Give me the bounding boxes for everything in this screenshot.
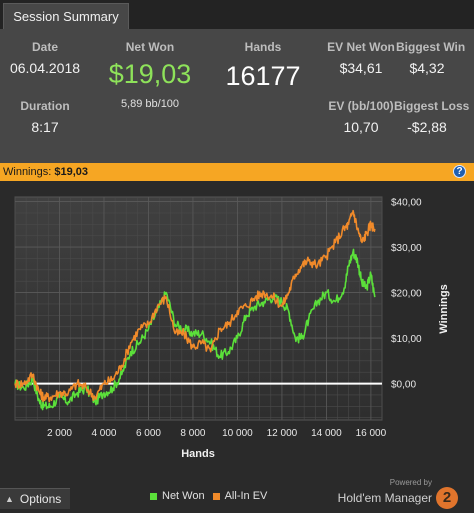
plot-area (14, 196, 383, 421)
duration-label: Duration (20, 99, 70, 113)
winnings-label: Winnings: (3, 166, 52, 178)
duration-value: 8:17 (31, 119, 59, 135)
winnings-chart-panel: $0,00 $10,00 $20,00 $30,00 $40,00 2 000 4 000… (0, 181, 474, 484)
date-value: 06.04.2018 (9, 60, 81, 76)
ev-net-won-label: EV Net Won (327, 40, 395, 54)
hands-value: 16177 (225, 61, 301, 91)
date-label: Date (31, 40, 58, 54)
brand-block: Powered by Hold'em Manager 2 (338, 478, 458, 509)
y-tick-label: $40,00 (391, 198, 422, 209)
series-line-net-won (14, 248, 376, 411)
ev-bb-value: 10,70 (343, 119, 379, 135)
options-button[interactable]: ▲ Options (0, 488, 70, 509)
y-tick-label: $10,00 (391, 334, 422, 345)
x-axis-ticks: 2 000 4 000 6 000 8 000 10 000 12 000 14 000 16… (47, 428, 387, 439)
hands-label: Hands (244, 40, 282, 54)
chevron-up-icon: ▲ (5, 494, 14, 504)
tab-bar: Session Summary (0, 0, 474, 30)
bb-per-100: 5,89 bb/100 (120, 98, 180, 110)
x-tick-label: 6 000 (136, 428, 161, 439)
x-tick-label: 8 000 (180, 428, 205, 439)
net-won-label: Net Won (125, 40, 175, 54)
winnings-value: $19,03 (54, 166, 89, 178)
y-tick-label: $30,00 (391, 243, 422, 254)
series-line-all-in-ev (14, 209, 376, 403)
x-tick-label: 2 000 (47, 428, 72, 439)
legend-item-all-in-ev: All-In EV (212, 490, 268, 502)
x-tick-label: 10 000 (222, 428, 253, 439)
y-axis-label: Winnings (438, 284, 450, 333)
winnings-chart: $0,00 $10,00 $20,00 $30,00 $40,00 2 000 4 000… (14, 196, 450, 460)
session-summary-panel: Date 06.04.2018 Duration 8:17 Net Won $1… (0, 29, 474, 163)
x-axis-label: Hands (181, 448, 215, 460)
powered-by-text: Powered by (389, 478, 432, 487)
legend-item-net-won: Net Won (150, 490, 205, 502)
tab-session-summary[interactable]: Session Summary (3, 3, 129, 29)
hm-logo-icon: 2 (436, 487, 458, 509)
net-won-swatch (150, 492, 157, 500)
x-tick-label: 4 000 (91, 428, 116, 439)
chart-legend: Net Won All-In EV (150, 490, 267, 502)
chart-series (14, 209, 376, 411)
all-in-ev-swatch (212, 492, 220, 500)
biggest-win-value: $4,32 (409, 60, 445, 76)
net-won-value: $19,03 (108, 59, 192, 89)
y-tick-label: $20,00 (391, 289, 422, 300)
y-tick-label: $0,00 (391, 380, 416, 391)
ev-bb-label: EV (bb/100) (328, 99, 394, 113)
brand-row: Hold'em Manager 2 (338, 487, 458, 509)
biggest-win-label: Biggest Win (396, 40, 466, 54)
brand-name: Hold'em Manager (337, 491, 432, 505)
options-label: Options (19, 492, 62, 506)
winnings-bar: Winnings: $19,03 ? (0, 163, 474, 181)
x-tick-label: 14 000 (311, 428, 342, 439)
help-icon[interactable]: ? (453, 165, 466, 178)
ev-net-won-value: $34,61 (339, 60, 383, 76)
y-axis-ticks: $0,00 $10,00 $20,00 $30,00 $40,00 (391, 198, 422, 391)
biggest-loss-value: -$2,88 (407, 119, 447, 135)
legend-net-won-label: Net Won (162, 490, 205, 502)
biggest-loss-label: Biggest Loss (394, 99, 470, 113)
x-tick-label: 12 000 (267, 428, 298, 439)
legend-all-in-ev-label: All-In EV (224, 490, 268, 502)
x-tick-label: 16 000 (356, 428, 387, 439)
